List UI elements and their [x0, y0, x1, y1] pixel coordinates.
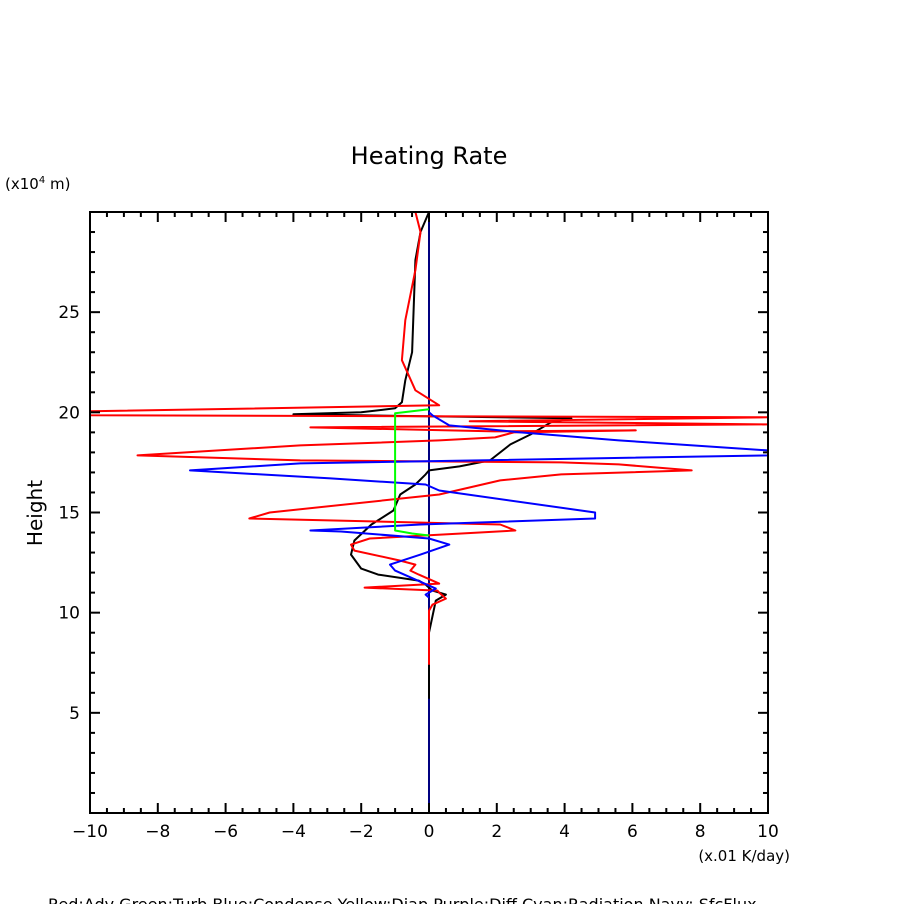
y-tick-label: 10	[58, 604, 80, 624]
y-unit-label: (x104 m)	[5, 175, 70, 193]
y-axis-label: Height	[23, 480, 47, 546]
x-tick-label: −4	[281, 822, 306, 842]
y-tick-label: 5	[69, 704, 80, 724]
series-line-blue-condense	[189, 411, 769, 599]
x-tick-label: −6	[213, 822, 238, 842]
y-tick-label: 25	[58, 303, 80, 323]
plot-frame	[89, 211, 769, 814]
series-layer	[89, 211, 769, 813]
x-tick-label: 8	[695, 822, 706, 842]
y-tick-label: 15	[58, 504, 80, 524]
tick-labels: −10 −8 −6 −4 −2 0 2 4 6 8 10 5 10 15 20 25	[58, 303, 778, 842]
x-tick-label: 4	[559, 822, 570, 842]
x-tick-label: −10	[72, 822, 108, 842]
series-line-green-turb	[394, 408, 430, 537]
x-tick-label: 0	[424, 822, 435, 842]
legend-text: Red:Adv Green:Turb Blue:Condense Yellow:…	[48, 895, 757, 904]
x-tick-label: 2	[491, 822, 502, 842]
x-axis-label: (x.01 K/day)	[698, 847, 790, 865]
x-tick-label: −8	[145, 822, 170, 842]
chart-title: Heating Rate	[351, 142, 508, 170]
x-tick-label: −2	[349, 822, 374, 842]
x-tick-label: 10	[757, 822, 779, 842]
series-line-total	[292, 211, 573, 699]
y-tick-label: 20	[58, 403, 80, 423]
x-tick-label: 6	[627, 822, 638, 842]
